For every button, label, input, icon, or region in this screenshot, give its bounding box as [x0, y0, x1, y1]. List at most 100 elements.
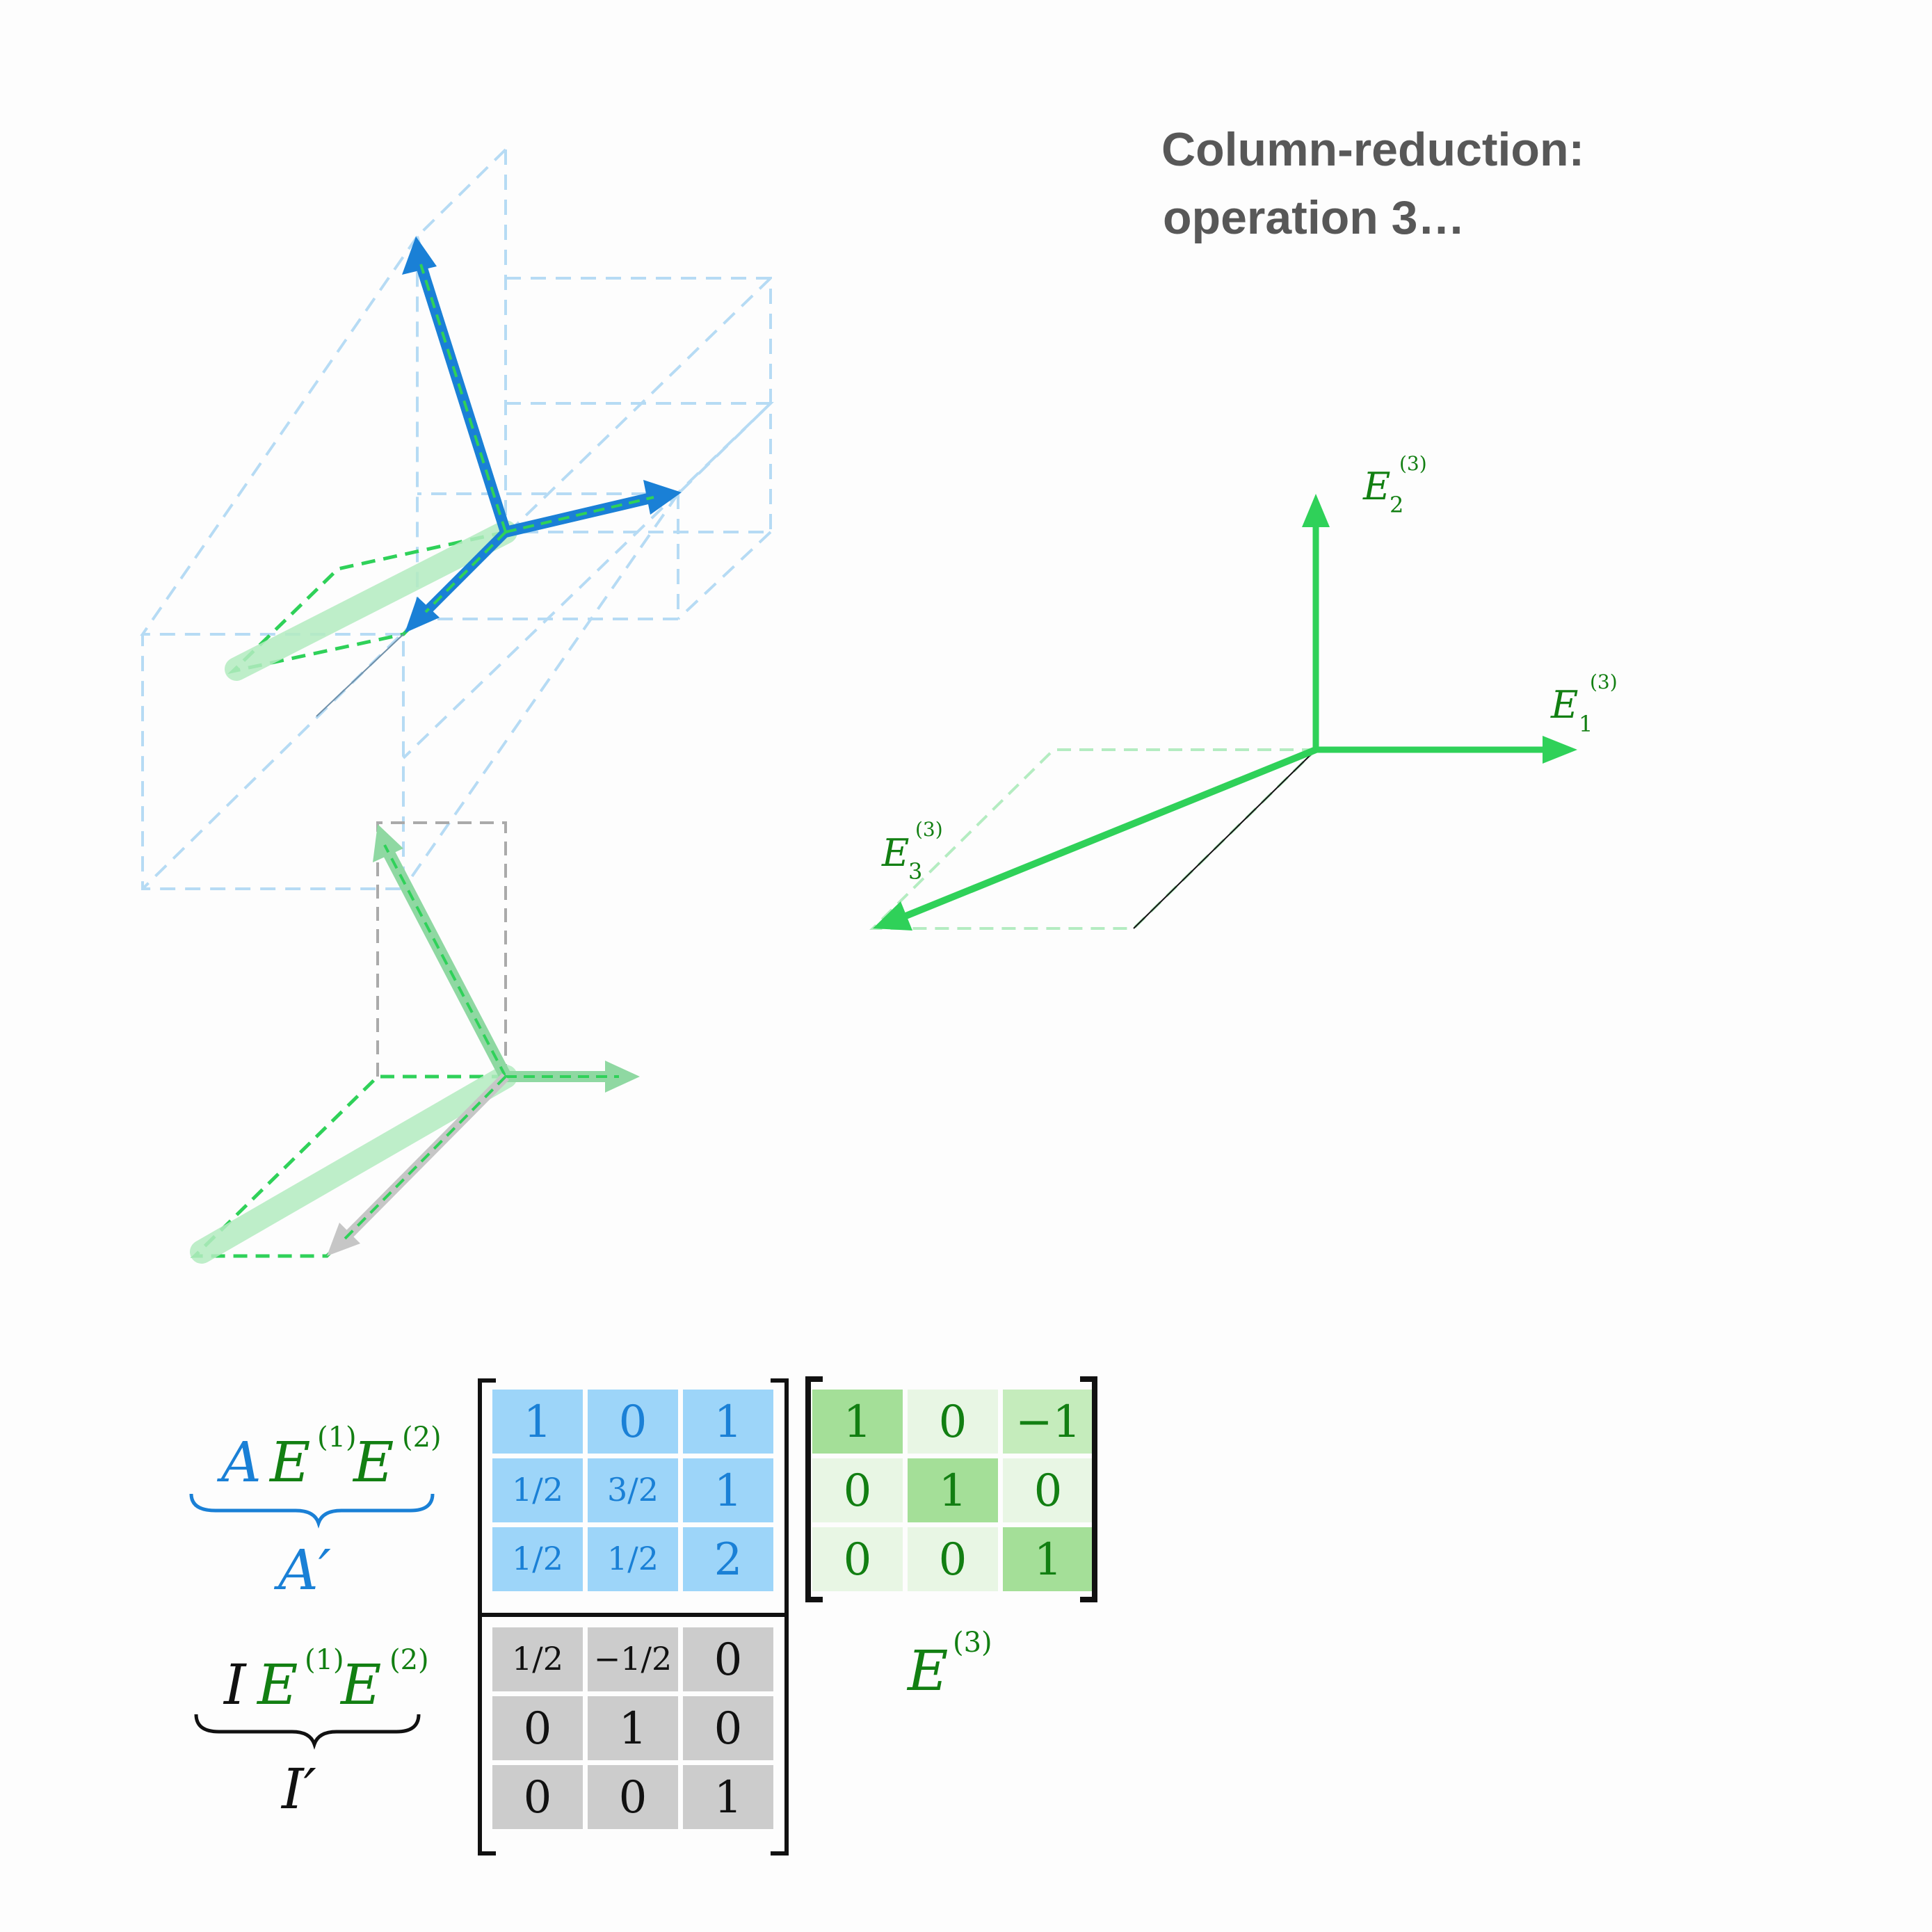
e3-matrix-brackets	[805, 1376, 1097, 1602]
svg-text:I′: I′	[280, 1757, 316, 1821]
arrowhead-icon	[1543, 736, 1577, 764]
matrix-cell-value: 0	[939, 1534, 967, 1586]
matrix-cell	[1003, 1527, 1093, 1591]
svg-text:E: E	[881, 831, 909, 875]
matrix-cell-value: 0	[714, 1634, 743, 1686]
matrix-cell	[492, 1527, 583, 1591]
svg-text:E: E	[339, 1652, 381, 1717]
matrix-cell	[492, 1765, 583, 1829]
matrix-e3-label: E (3)	[906, 1627, 992, 1703]
matrix-cell-value: −1	[1015, 1396, 1081, 1448]
matrix-cell-value: 0	[524, 1772, 552, 1824]
matrix-cell-value: 0	[524, 1703, 552, 1755]
matrix-cell	[683, 1627, 773, 1691]
matrix-cell-value: 1	[844, 1396, 872, 1448]
arrowhead-icon	[373, 824, 403, 862]
svg-text:(2): (2)	[402, 1422, 442, 1454]
svg-text:2: 2	[1390, 492, 1403, 518]
arrowhead-icon	[873, 901, 912, 931]
equation-a-prime: A E (1) E (2) A′	[189, 1422, 442, 1602]
label-e2: E 2 (3)	[1362, 452, 1427, 518]
matrix-cell-value: 1/2	[512, 1471, 563, 1508]
matrix-cell	[812, 1527, 903, 1591]
matrix-cell-value: 1	[714, 1772, 743, 1824]
green-parallelogram-upper	[225, 520, 517, 717]
matrix-i-prime: 1/2 −1/2 0 0 1 0 0 0 1	[492, 1627, 773, 1829]
equation-i-prime: I E (1) E (2) I′	[194, 1644, 429, 1821]
underbrace-icon	[194, 1714, 421, 1750]
svg-text:E: E	[256, 1652, 298, 1717]
matrix-cell-value: 3/2	[607, 1471, 659, 1508]
svg-text:3: 3	[908, 858, 922, 885]
matrix-cell-value: 0	[714, 1703, 743, 1755]
arrowhead-icon	[405, 597, 440, 633]
matrix-cell	[908, 1458, 998, 1522]
svg-text:I: I	[223, 1652, 247, 1717]
matrix-cell	[588, 1527, 678, 1591]
matrix-cell	[588, 1458, 678, 1522]
title-line-1: Column-reduction:	[1161, 123, 1584, 176]
svg-text:(2): (2)	[389, 1644, 429, 1676]
matrix-cell	[492, 1696, 583, 1760]
matrix-cell-value: −1/2	[594, 1640, 673, 1677]
gray-box	[376, 821, 507, 1077]
arrowhead-icon	[643, 480, 682, 515]
svg-text:E: E	[268, 1430, 310, 1495]
matrix-cell-value: 1/2	[607, 1540, 659, 1577]
label-e1: E 1 (3)	[1550, 670, 1618, 737]
matrix-cell	[1003, 1390, 1093, 1454]
matrix-cell-value: 0	[1034, 1465, 1063, 1517]
matrix-cell	[588, 1765, 678, 1829]
matrix-cell-value: 1	[619, 1703, 647, 1755]
matrix-cell-value: 2	[714, 1534, 743, 1586]
left-matrix-brackets	[478, 1378, 789, 1855]
blue-parallelepiped	[140, 148, 774, 890]
svg-text:(1): (1)	[305, 1644, 344, 1676]
matrix-cell	[812, 1390, 903, 1454]
matrix-cell	[588, 1390, 678, 1454]
matrix-cell	[492, 1458, 583, 1522]
arrowhead-icon	[402, 236, 437, 275]
matrix-cell-value: 1	[1034, 1534, 1063, 1586]
matrix-cell-value: 0	[619, 1772, 647, 1824]
matrix-cell-value: 0	[844, 1465, 872, 1517]
matrix-e3: 1 0 −1 0 1 0 0 0 1	[812, 1390, 1093, 1591]
matrix-cell-value: 0	[619, 1396, 647, 1448]
matrix-cell	[1003, 1458, 1093, 1522]
blue-basis-vectors	[402, 236, 682, 633]
matrix-cell	[683, 1696, 773, 1760]
e3-basis-frame	[869, 494, 1577, 931]
matrix-cell	[683, 1458, 773, 1522]
svg-text:(3): (3)	[953, 1627, 992, 1659]
svg-text:E: E	[1362, 465, 1390, 508]
matrix-cell-value: 1	[714, 1396, 743, 1448]
matrix-cell-value: 1	[714, 1465, 743, 1517]
svg-text:(1): (1)	[317, 1422, 357, 1454]
arrowhead-icon	[327, 1223, 360, 1256]
title-line-2: operation 3…	[1163, 191, 1465, 244]
matrix-cell-value: 0	[844, 1534, 872, 1586]
matrix-cell-value: 1	[524, 1396, 552, 1448]
svg-text:1: 1	[1579, 711, 1593, 737]
matrix-cell	[492, 1627, 583, 1691]
svg-text:(3): (3)	[1399, 452, 1427, 475]
svg-text:E: E	[906, 1639, 948, 1703]
matrix-cell-value: 1/2	[512, 1640, 563, 1677]
underbrace-icon	[189, 1493, 435, 1529]
matrix-cell	[588, 1627, 678, 1691]
matrix-cell	[683, 1765, 773, 1829]
matrix-a-prime: 1 0 1 1/2 3/2 1 1/2 1/2 2	[492, 1390, 773, 1591]
svg-text:A′: A′	[273, 1538, 331, 1602]
lower-basis-vectors	[327, 824, 640, 1256]
matrix-cell	[683, 1390, 773, 1454]
matrix-cell-value: 0	[939, 1396, 967, 1448]
green-parallelogram-lower	[190, 1065, 517, 1264]
matrix-cell	[908, 1390, 998, 1454]
matrix-cell	[812, 1458, 903, 1522]
matrix-cell	[492, 1390, 583, 1454]
matrix-cell	[588, 1696, 678, 1760]
matrix-cell-value: 1/2	[512, 1540, 563, 1577]
svg-text:E: E	[1550, 683, 1578, 727]
svg-text:A: A	[216, 1430, 261, 1495]
